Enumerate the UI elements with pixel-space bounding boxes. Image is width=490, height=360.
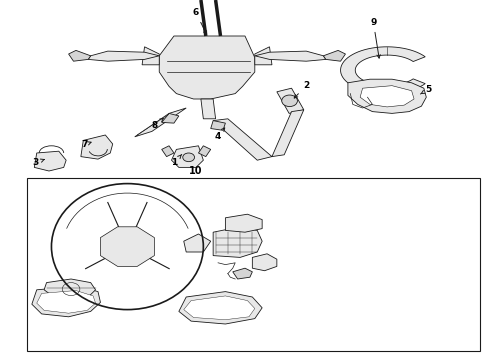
- Polygon shape: [88, 51, 159, 61]
- Polygon shape: [162, 146, 174, 157]
- Polygon shape: [81, 135, 113, 159]
- Polygon shape: [179, 292, 262, 324]
- Text: 5: 5: [420, 85, 432, 94]
- Polygon shape: [69, 50, 91, 61]
- Polygon shape: [32, 286, 100, 317]
- Text: 7: 7: [81, 140, 91, 149]
- Text: 2: 2: [294, 81, 309, 98]
- Polygon shape: [323, 50, 345, 61]
- Text: 1: 1: [171, 154, 182, 167]
- Text: 10: 10: [189, 166, 203, 176]
- Polygon shape: [100, 227, 154, 266]
- Polygon shape: [184, 234, 211, 252]
- Polygon shape: [211, 121, 225, 130]
- Polygon shape: [184, 296, 255, 320]
- Polygon shape: [162, 113, 179, 123]
- Text: 4: 4: [215, 128, 225, 141]
- Circle shape: [183, 153, 195, 162]
- Polygon shape: [277, 88, 304, 113]
- Polygon shape: [233, 268, 252, 279]
- Polygon shape: [341, 47, 425, 94]
- Polygon shape: [172, 146, 203, 167]
- Text: 6: 6: [193, 8, 207, 34]
- Polygon shape: [198, 146, 211, 157]
- Polygon shape: [34, 151, 66, 171]
- Polygon shape: [360, 86, 414, 107]
- Polygon shape: [142, 47, 159, 65]
- Text: 8: 8: [151, 118, 163, 130]
- Text: 3: 3: [32, 158, 44, 167]
- Polygon shape: [44, 279, 96, 300]
- Polygon shape: [225, 214, 262, 232]
- Polygon shape: [201, 99, 216, 119]
- Polygon shape: [252, 254, 277, 271]
- Polygon shape: [135, 108, 186, 137]
- Polygon shape: [255, 47, 272, 65]
- Bar: [27, 178, 480, 351]
- Polygon shape: [348, 79, 426, 113]
- Polygon shape: [213, 119, 272, 160]
- Polygon shape: [255, 51, 326, 61]
- Polygon shape: [37, 291, 96, 313]
- Text: 9: 9: [370, 18, 380, 58]
- Polygon shape: [213, 227, 262, 257]
- Polygon shape: [272, 110, 304, 157]
- Circle shape: [282, 95, 297, 107]
- Polygon shape: [159, 36, 255, 99]
